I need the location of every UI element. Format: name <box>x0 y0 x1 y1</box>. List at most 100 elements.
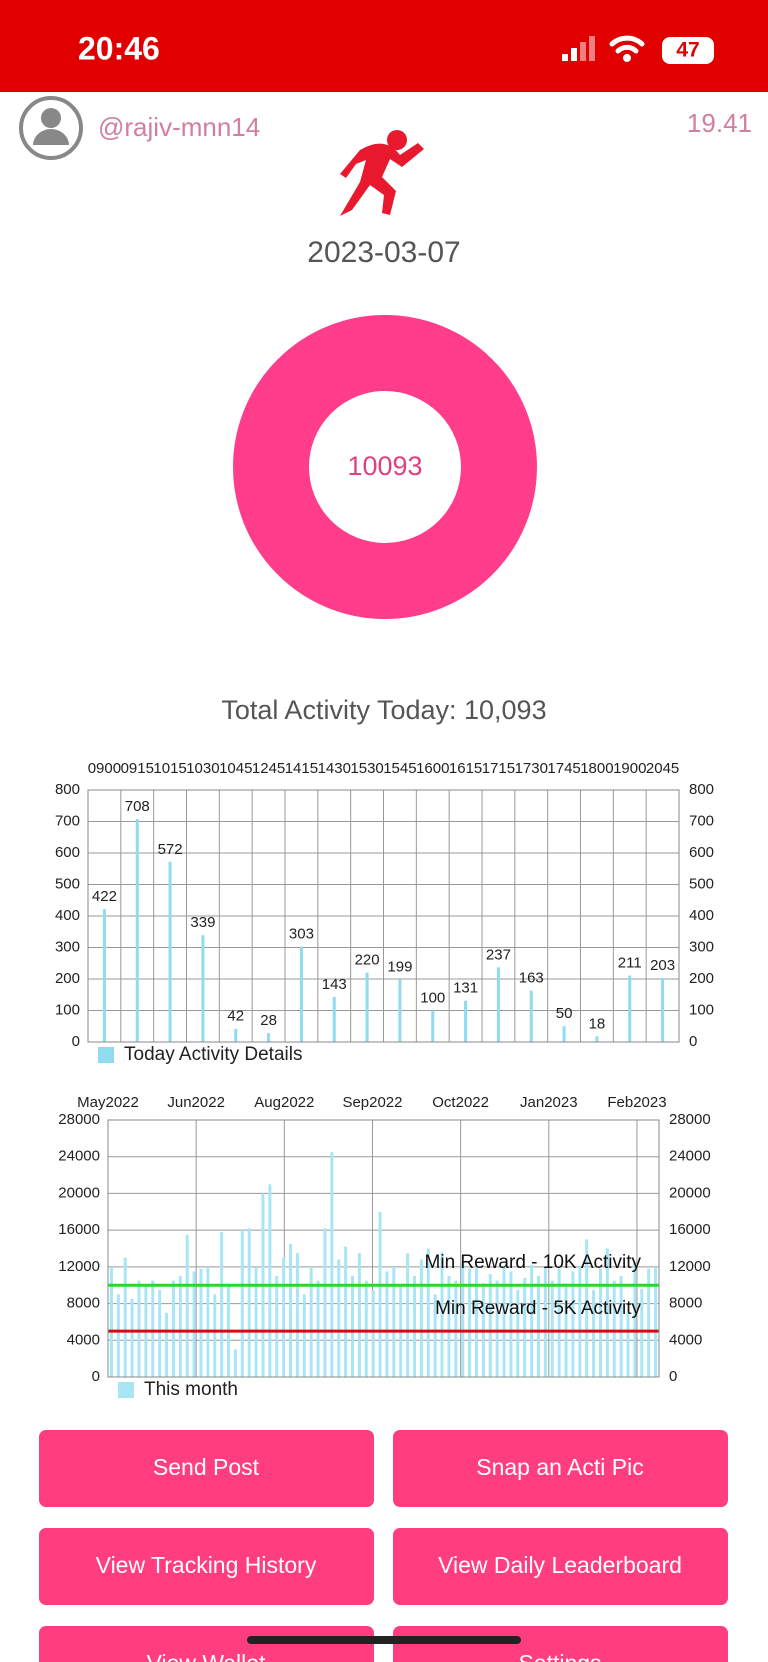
bar <box>158 1289 162 1377</box>
button-label: View Wallet <box>147 1650 266 1662</box>
x-tick-label: May2022 <box>77 1094 139 1111</box>
bar <box>289 1243 293 1377</box>
y2-tick-label: 12000 <box>669 1258 711 1275</box>
bar <box>605 1248 609 1377</box>
bar <box>406 1253 410 1377</box>
signal-icon <box>562 36 595 61</box>
bar <box>168 861 172 1042</box>
button-bg <box>39 1528 374 1605</box>
y-tick-label: 0 <box>92 1368 100 1385</box>
bar <box>640 1288 644 1377</box>
data-label: 50 <box>556 1005 573 1022</box>
x-tick-label: Aug2022 <box>254 1094 314 1111</box>
y2-tick-label: 8000 <box>669 1295 702 1312</box>
y-tick-label: 700 <box>55 812 80 829</box>
button-bg <box>39 1626 374 1662</box>
button-label: View Tracking History <box>96 1552 317 1578</box>
legend-label: Today Activity Details <box>124 1044 302 1065</box>
plot-border <box>87 789 680 1043</box>
bar <box>357 1253 361 1377</box>
x-tick-label: 1615 <box>449 760 482 777</box>
y-tick-label: 24000 <box>58 1148 100 1165</box>
bar <box>192 1271 196 1377</box>
legend-label: This month <box>144 1379 238 1400</box>
x-tick-label: Oct2022 <box>432 1094 489 1111</box>
x-tick-label: Jun2022 <box>167 1094 225 1111</box>
bar <box>516 1289 520 1377</box>
y2-tick-label: 28000 <box>669 1111 711 1128</box>
bar <box>233 1349 237 1377</box>
bar <box>562 1026 566 1042</box>
data-label: 220 <box>355 952 380 969</box>
bar <box>137 1280 141 1377</box>
date: 2023-03-07 <box>307 236 460 269</box>
bar <box>234 1028 238 1042</box>
y-tick-label: 600 <box>55 844 80 861</box>
bar <box>523 1277 527 1377</box>
wifi-dot <box>623 54 631 62</box>
button-bg <box>393 1626 728 1662</box>
x-tick-label: 1030 <box>186 760 219 777</box>
button[interactable]: Settings <box>393 1626 728 1662</box>
bar <box>371 1289 375 1377</box>
bar <box>530 1265 534 1377</box>
balance: 19.41 <box>687 108 752 138</box>
button[interactable]: View Wallet <box>39 1626 374 1662</box>
x-tick-label: Feb2023 <box>607 1094 666 1111</box>
bar <box>102 909 106 1042</box>
button-label: View Daily Leaderboard <box>438 1552 682 1578</box>
wifi-icon <box>609 35 645 54</box>
bar <box>178 1276 182 1377</box>
data-label: 28 <box>260 1012 277 1029</box>
button[interactable]: Send Post <box>39 1430 374 1507</box>
battery-level: 47 <box>676 39 699 62</box>
bar <box>165 1312 169 1377</box>
bar <box>316 1280 320 1377</box>
y2-tick-label: 16000 <box>669 1221 711 1238</box>
y-tick-label: 400 <box>55 907 80 924</box>
data-label: 42 <box>227 1008 244 1025</box>
y2-tick-label: 600 <box>689 844 714 861</box>
y2-tick-label: 200 <box>689 970 714 987</box>
clock: 20:46 <box>78 30 160 66</box>
bar <box>267 1033 271 1042</box>
y-tick-label: 16000 <box>58 1221 100 1238</box>
y2-tick-label: 0 <box>669 1368 677 1385</box>
bar <box>385 1271 389 1377</box>
data-label: 199 <box>387 958 412 975</box>
y-tick-label: 28000 <box>58 1111 100 1128</box>
bar <box>426 1248 430 1377</box>
button-label: Settings <box>518 1650 601 1662</box>
avatar-head <box>41 108 61 128</box>
x-tick-label: 2045 <box>646 760 679 777</box>
button[interactable]: View Daily Leaderboard <box>393 1528 728 1605</box>
data-label: 339 <box>190 914 215 931</box>
y-tick-label: 0 <box>72 1033 80 1050</box>
data-label: 303 <box>289 926 314 943</box>
data-label: 131 <box>453 980 478 997</box>
bar <box>302 1294 306 1377</box>
y2-tick-label: 0 <box>689 1033 697 1050</box>
x-tick-label: 1245 <box>252 760 285 777</box>
bar <box>464 1000 468 1042</box>
y-tick-label: 4000 <box>67 1331 100 1348</box>
x-tick-label: 1045 <box>219 760 252 777</box>
bar <box>364 1280 368 1377</box>
bar <box>612 1280 616 1377</box>
bar <box>488 1274 492 1377</box>
button[interactable]: Snap an Acti Pic <box>393 1430 728 1507</box>
donut-ring <box>233 315 537 619</box>
y2-tick-label: 300 <box>689 938 714 955</box>
button-bg <box>393 1430 728 1507</box>
total-activity: Total Activity Today: 10,093 <box>221 695 546 725</box>
x-tick-label: 0900 <box>88 760 121 777</box>
bar <box>254 1266 258 1377</box>
button-bg <box>393 1528 728 1605</box>
bar <box>332 996 336 1042</box>
bar <box>323 1228 327 1377</box>
bar <box>661 978 665 1042</box>
bar <box>468 1268 472 1377</box>
bar <box>344 1246 348 1377</box>
bar <box>213 1294 217 1377</box>
button[interactable]: View Tracking History <box>39 1528 374 1605</box>
